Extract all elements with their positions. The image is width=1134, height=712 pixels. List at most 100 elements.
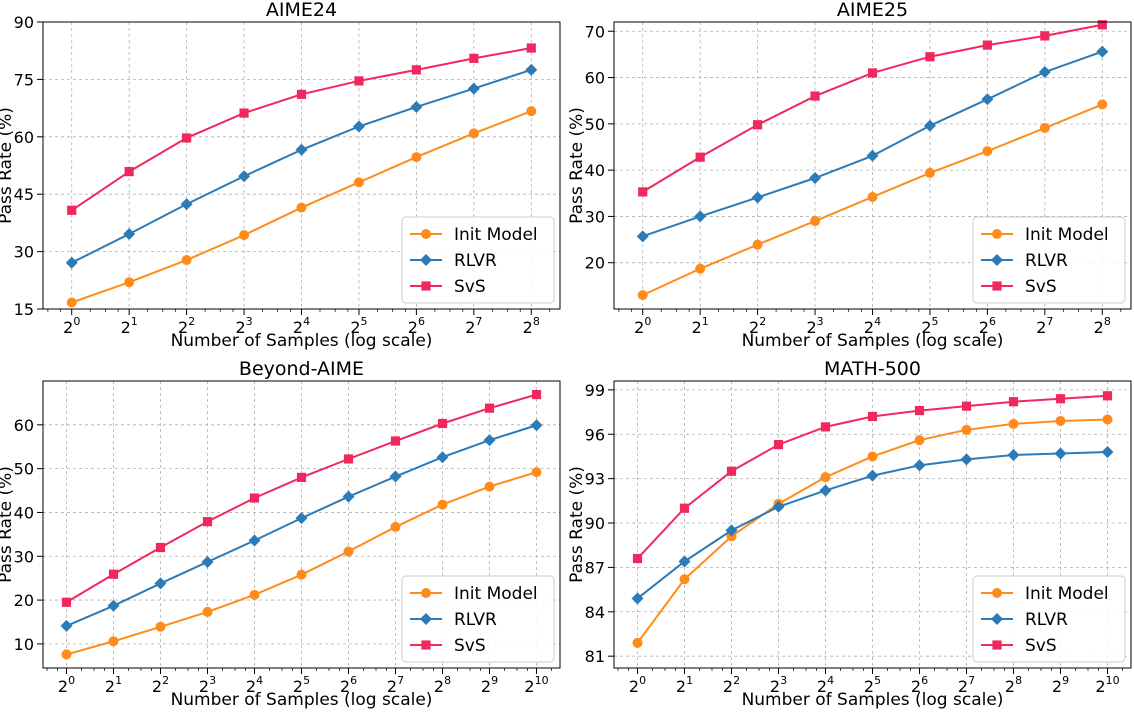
y-tick-label: 90 [14,13,34,32]
data-point [525,63,538,76]
legend-label: Init Model [454,225,538,245]
data-point [410,100,423,113]
x-tick-base: 2 [749,318,759,337]
data-point [108,569,119,579]
data-point [390,521,401,532]
legend: Init Model RLVR SvS [401,216,555,304]
data-point [773,440,784,450]
y-tick-label: 90 [585,514,605,533]
data-point [180,198,193,211]
x-tick-label: 27 [387,674,404,696]
data-point [352,120,365,133]
data-point [238,170,251,183]
x-tick-base: 2 [864,677,874,696]
x-tick-base: 2 [434,677,444,696]
data-point [467,82,480,95]
x-tick-label: 26 [911,674,928,696]
chart-panel-2: 20 21 22 23 24 25 26 27 28203040506070AIME25Numb… [567,0,1132,351]
legend-box [401,216,555,304]
data-point [353,177,364,188]
legend-label: RLVR [454,610,497,630]
data-point [202,606,213,617]
x-tick-base: 2 [293,318,303,337]
x-tick-label: 23 [806,315,823,337]
x-tick-label: 26 [340,674,357,696]
data-point [248,534,261,547]
data-point [390,436,401,446]
x-tick-base: 2 [199,677,209,696]
data-point [810,216,821,227]
data-point [923,119,936,132]
data-point [751,191,764,204]
data-point [484,481,495,492]
legend-marker [421,229,431,239]
data-point [631,592,644,605]
data-point [914,405,925,416]
data-point [295,143,308,156]
legend-marker [420,613,432,625]
legend-marker [992,229,1002,239]
x-tick-exponent: 6 [921,674,928,687]
data-point [343,454,354,464]
x-tick-label: 20 [63,315,80,337]
x-tick-exponent: 7 [397,674,404,687]
data-point [632,553,643,564]
x-tick-exponent: 10 [535,674,549,687]
data-point [638,187,648,197]
data-point [695,152,705,162]
x-tick-exponent: 4 [256,674,263,687]
data-point [924,167,935,178]
legend-label: Init Model [454,584,538,604]
data-point [1097,20,1107,30]
x-tick-base: 2 [1095,677,1105,696]
data-point [483,434,496,447]
x-tick-label: 25 [921,315,938,337]
legend-label: SvS [454,636,486,656]
data-point [961,424,972,435]
x-tick-label: 22 [152,674,169,696]
data-point [772,500,785,513]
data-point [437,499,448,510]
x-tick-base: 2 [121,318,131,337]
legend-marker [992,640,1002,650]
y-tick-label: 60 [14,416,34,435]
data-point [469,53,479,63]
legend-marker [992,281,1002,291]
legend-label: RLVR [1025,610,1068,630]
x-tick-label: 23 [199,674,216,696]
x-tick-label: 25 [350,315,367,337]
data-point [239,230,250,241]
x-tick-base: 2 [1094,318,1104,337]
x-tick-base: 2 [465,318,475,337]
y-tick-label: 30 [585,207,605,226]
x-tick-exponent: 9 [491,674,498,687]
x-tick-label: 28 [1094,315,1111,337]
x-tick-label: 29 [1052,674,1069,696]
data-point [155,621,166,632]
x-tick-exponent: 5 [361,315,368,328]
data-point [679,574,690,585]
data-point [867,191,878,202]
data-point [296,472,307,482]
data-point [342,490,355,503]
y-tick-label: 50 [14,460,34,479]
data-point [201,555,214,568]
legend-label: Init Model [1025,584,1109,604]
data-point [343,546,354,557]
x-tick-label: 27 [958,674,975,696]
data-point [678,555,691,568]
x-tick-exponent: 9 [1062,674,1069,687]
x-tick-base: 2 [723,677,733,696]
y-tick-label: 20 [585,254,605,273]
data-point [389,470,402,483]
x-tick-base: 2 [523,318,533,337]
data-point [867,451,878,462]
x-tick-exponent: 4 [827,674,834,687]
data-point [810,91,820,101]
legend: Init Model RLVR SvS [972,575,1126,663]
x-tick-exponent: 10 [1106,674,1120,687]
data-point [531,467,542,478]
x-tick-base: 2 [408,318,418,337]
x-tick-exponent: 1 [686,674,693,687]
